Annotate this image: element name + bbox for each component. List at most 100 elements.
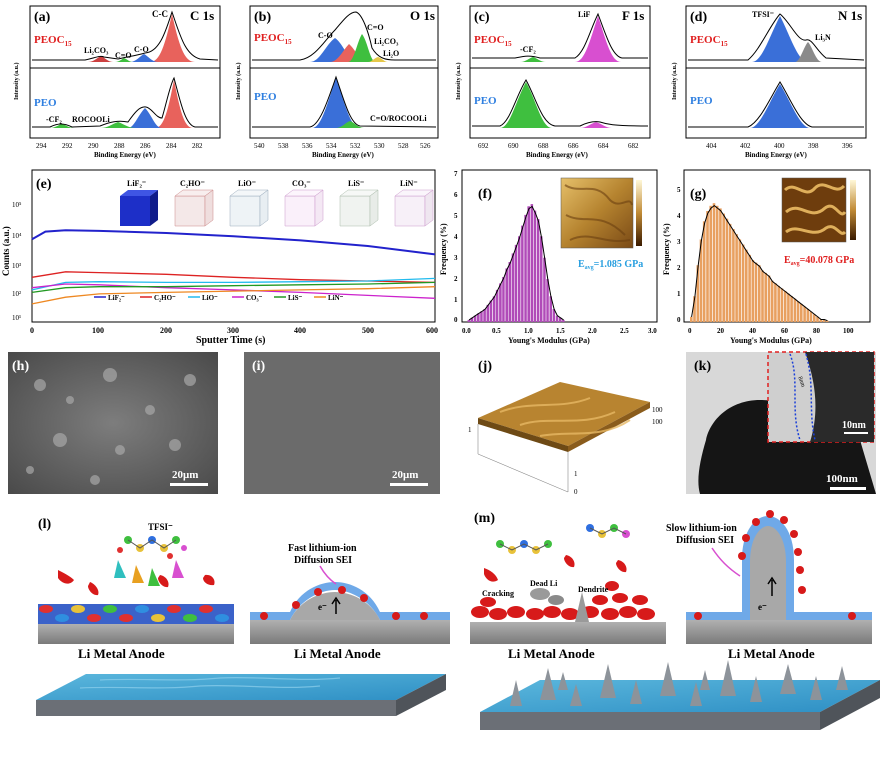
peak-label-c-dbl-o: C=O — [367, 23, 384, 32]
histogram-bar — [735, 234, 738, 322]
x-tick-label: 402 — [740, 142, 751, 150]
histogram-bar — [524, 214, 527, 322]
inset-scale-label: 10nm — [842, 420, 867, 431]
envelope-bottom — [472, 79, 649, 127]
x-tick-label: 20 — [717, 327, 725, 335]
sample-label-bottom: PEO — [474, 95, 497, 107]
value-number: =1.085 GPa — [594, 259, 644, 270]
envelope-bottom — [688, 81, 864, 128]
render-front-edge — [480, 712, 820, 730]
x-tick-label: 288 — [114, 142, 125, 150]
plot-frame — [31, 169, 436, 323]
scale-bar — [390, 483, 428, 486]
y-axis-label: Counts (a.u.) — [1, 226, 11, 276]
sei-grains — [39, 605, 229, 622]
histogram-bar — [751, 260, 755, 322]
histogram-bar — [715, 205, 719, 322]
panel-tag: (i) — [252, 359, 266, 374]
sample-label-bottom: PEO — [254, 91, 277, 103]
envelope-bottom — [32, 76, 218, 128]
histogram-bar — [486, 304, 489, 322]
depth-cube — [339, 189, 379, 227]
atom — [181, 545, 187, 551]
dead-li-chunk — [548, 595, 564, 605]
x-tick-label: 290 — [88, 142, 99, 150]
peak-c-dbl-o — [115, 58, 133, 62]
panel-tag: (j) — [478, 359, 492, 374]
li-ions — [694, 510, 856, 620]
li-ion — [798, 586, 806, 594]
axis-line — [477, 453, 569, 493]
histogram-bar — [803, 306, 806, 322]
histogram-bar — [767, 275, 771, 322]
spectrum-title: N 1s — [838, 8, 862, 23]
sei-thickness-label: 8nm — [796, 376, 805, 388]
render-side-edge — [396, 674, 446, 716]
peak-label-c-dbl-o: C=O — [115, 51, 132, 60]
peak-rocooli — [100, 122, 136, 128]
histogram-bar — [467, 319, 471, 322]
histogram-bar — [806, 309, 810, 322]
xps-bottom-frame — [469, 67, 651, 139]
li-ion-drop — [564, 555, 575, 568]
series-line — [31, 286, 436, 305]
peak-c-o — [312, 78, 360, 128]
scale-bar-label: 20μm — [392, 469, 418, 481]
sei-grain — [39, 605, 53, 613]
axis-tick-label: 0 — [574, 488, 578, 496]
electron-arrow — [767, 576, 777, 596]
afm-3d-texture — [499, 397, 631, 437]
dendrite-spike — [720, 660, 736, 696]
electron-label: e⁻ — [758, 602, 767, 612]
sample-label-bottom: PEO — [690, 95, 713, 107]
value-subscript: avg — [585, 265, 594, 271]
histogram-bar — [505, 268, 508, 322]
histogram-bar — [502, 277, 505, 322]
histogram-bar — [470, 317, 474, 322]
x-axis-ticks: 294 292 290 288 286 284 282 — [36, 142, 203, 150]
histogram-bars — [467, 204, 565, 322]
mixed-sei-layer — [38, 604, 234, 624]
afm-texture — [564, 184, 633, 242]
sei-dome — [250, 582, 450, 620]
x-tick-label: 684 — [598, 142, 609, 150]
histogram-bar — [536, 219, 540, 322]
sample-subscript: 15 — [721, 40, 729, 48]
scale-bar — [830, 487, 866, 490]
y-tick-label: 1 — [677, 290, 681, 298]
cracking-label: Cracking — [482, 589, 514, 598]
bond — [499, 543, 549, 551]
histogram-bar — [725, 218, 729, 322]
histogram-bar — [790, 296, 793, 322]
panel-m: (m) Dead Li Cracking Dendrite — [470, 510, 872, 661]
li-deposit — [601, 608, 619, 620]
histogram-bar — [477, 313, 480, 322]
x-tick-label: 1.0 — [524, 327, 533, 335]
sample-name: PEOC — [254, 32, 285, 44]
li-dome — [290, 592, 380, 620]
x-tick-label: 688 — [538, 142, 549, 150]
grain — [145, 405, 155, 415]
y-tick-label: 3 — [454, 254, 458, 262]
li-ion-drop — [88, 582, 99, 596]
cube-front — [120, 196, 150, 226]
legend-label: LiO⁻ — [202, 294, 218, 302]
cube-label: LiO⁻ — [238, 179, 256, 188]
li-ion-drops — [484, 555, 627, 582]
y-tick-label: 1 — [454, 296, 458, 304]
peak-lif — [575, 16, 621, 62]
modulus-value: Eavg=1.085 GPa — [578, 259, 643, 271]
afm-inset — [781, 177, 856, 243]
histogram-bar — [709, 205, 712, 322]
peak-label-lif: LiF — [578, 10, 591, 19]
histogram-bar — [706, 211, 709, 322]
li-deposit — [489, 608, 507, 620]
histogram-bar — [732, 229, 735, 322]
cube-top — [120, 190, 158, 196]
histogram-bar — [543, 257, 546, 322]
x-tick-label: 400 — [774, 142, 785, 150]
histogram-bar — [480, 311, 483, 322]
panel-d: (d) N 1s PEOC15 PEO TFSI⁻ Li₃N 404 402 4… — [671, 5, 867, 159]
li-anode-slab — [686, 620, 872, 644]
legend-label: LiN⁻ — [328, 294, 344, 302]
